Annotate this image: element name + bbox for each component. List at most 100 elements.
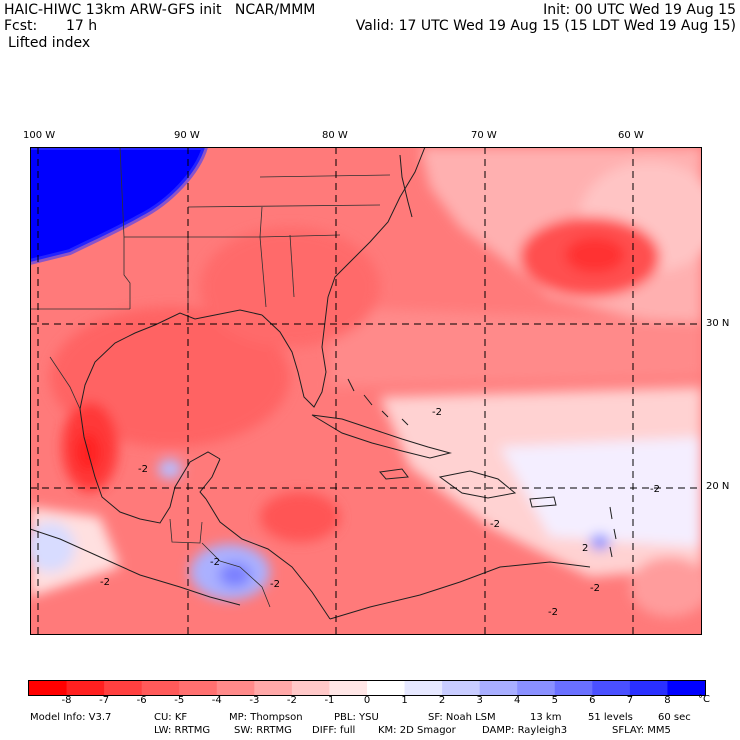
colorbar-cell	[66, 681, 105, 695]
colorbar-tick-label: -1	[324, 695, 335, 706]
colorbar-tick-label: -8	[61, 695, 72, 706]
atlantic-band	[330, 307, 702, 387]
bahamas	[347, 378, 409, 426]
colorbar-tick-label: -4	[211, 695, 222, 706]
colorbar-cell	[404, 681, 443, 695]
footer-levels: 51 levels	[588, 712, 633, 723]
contour-label: -2	[210, 557, 220, 568]
colorbar-tick-label: -7	[99, 695, 110, 706]
contour-label: -2	[432, 407, 442, 418]
footer-mp: MP: Thompson	[229, 712, 303, 723]
central-america-caribbean-coast	[205, 498, 331, 620]
fcst-label: Fcst:	[4, 18, 38, 34]
model-title: HAIC-HIWC 13km ARW-GFS init NCAR/MMM	[4, 2, 316, 18]
us-east-coast	[327, 147, 426, 298]
lon-label-90w: 90 W	[174, 130, 200, 141]
pacific-stable-blue	[30, 522, 75, 572]
jamaica	[379, 468, 409, 480]
colorbar-cell	[29, 681, 68, 695]
colorbar-cell	[442, 681, 481, 695]
colorbar-tick-label: 0	[363, 695, 371, 706]
footer-res: 13 km	[530, 712, 562, 723]
lifted-index-map: -2 -2 -2 -2 -2 -2 2 -2 -2 -2	[30, 147, 702, 635]
colorbar-tick-label: 8	[664, 695, 671, 706]
contour-label: -2	[270, 579, 280, 590]
lat-label-20n: 20 N	[706, 481, 730, 492]
florida-peninsula	[261, 296, 329, 408]
contour-label: -2	[548, 607, 558, 618]
lat-lon-grid	[30, 147, 702, 635]
colorbar-cell	[104, 681, 143, 695]
puerto-rico	[529, 496, 557, 508]
strong-instability-core	[565, 237, 625, 273]
contour-label: -2	[138, 464, 148, 475]
contour-label: -2	[490, 519, 500, 530]
colorbar-cell	[592, 681, 631, 695]
colorbar-tick-label: 7	[626, 695, 634, 706]
footer-diff: DIFF: full	[312, 725, 356, 736]
colorbar-tick-label: -2	[286, 695, 297, 706]
south-america-coast	[329, 561, 591, 620]
footer-km: KM: 2D Smagor	[378, 725, 456, 736]
lon-label-80w: 80 W	[322, 130, 348, 141]
colorbar-cell	[291, 681, 330, 695]
northwest-stable-region	[30, 147, 205, 262]
colorbar-tick-label: -5	[174, 695, 185, 706]
footer-model-info: Model Info: V3.7	[30, 712, 111, 724]
fcst-value: 17 h	[66, 18, 98, 34]
colorbar-tick-label: 1	[401, 695, 408, 706]
footer-pbl: PBL: YSU	[334, 712, 379, 723]
init-time: Init: 00 UTC Wed 19 Aug 15	[543, 2, 736, 18]
yucatan-peninsula	[199, 458, 221, 500]
lon-label-60w: 60 W	[618, 130, 644, 141]
colorbar-cell	[254, 681, 293, 695]
southwest-caribbean-core	[260, 492, 340, 542]
colorbar-cell	[517, 681, 556, 695]
colorbar-unit: °C	[698, 694, 710, 705]
colorbar-tick-label: 3	[476, 695, 483, 706]
contour-labels: -2 -2 -2 -2 -2 -2 2 -2 -2 -2	[100, 407, 660, 618]
east-caribbean-stable-spot	[590, 534, 610, 550]
contour-label: -2	[650, 484, 660, 495]
gulf-core	[50, 307, 290, 447]
colorbar-cell	[141, 681, 180, 695]
colorbar-cell	[629, 681, 668, 695]
contour-label: -2	[590, 583, 600, 594]
colorbar-tick-label: 6	[589, 695, 596, 706]
colorbar-cell	[367, 681, 406, 695]
valid-time: Valid: 17 UTC Wed 19 Aug 15 (15 LDT Wed …	[355, 18, 736, 34]
colorbar-cell	[329, 681, 368, 695]
gulf-coast	[79, 309, 263, 478]
east-caribbean-neutral	[500, 437, 702, 547]
colorbar-cell	[479, 681, 518, 695]
coastlines	[30, 147, 617, 620]
footer-step: 60 sec	[658, 712, 691, 723]
pacific-coast	[30, 528, 241, 606]
colorbar-tick-label: -3	[249, 695, 260, 706]
colorbar-cell	[179, 681, 218, 695]
colorbar-tick-label: -6	[136, 695, 147, 706]
central-america-stable-core	[219, 563, 251, 587]
footer-sf: SF: Noah LSM	[428, 712, 496, 723]
lat-label-30n: 30 N	[706, 318, 730, 329]
field-name: Lifted index	[8, 35, 91, 51]
footer-damp: DAMP: Rayleigh3	[482, 725, 568, 736]
yucatan-stable-spot	[158, 459, 182, 479]
footer-cu: CU: KF	[154, 712, 188, 723]
colorbar-cell	[667, 681, 706, 695]
lesser-antilles	[609, 506, 617, 558]
colorbar-cell	[216, 681, 255, 695]
colorbar	[28, 680, 706, 696]
footer-sflay: SFLAY: MM5	[612, 725, 671, 736]
lon-label-70w: 70 W	[471, 130, 497, 141]
chesapeake-bay	[399, 154, 413, 218]
map-frame	[30, 147, 702, 635]
colorbar-tick-label: 2	[438, 695, 446, 706]
contour-label: 2	[582, 543, 588, 554]
colorbar-tick-label: 4	[514, 695, 521, 706]
contour-label: -2	[100, 577, 110, 588]
colorbar-cell	[554, 681, 593, 695]
cuba	[311, 414, 452, 459]
southeast-pale-spot	[630, 557, 702, 617]
footer-sw: SW: RRTMG	[234, 725, 292, 736]
